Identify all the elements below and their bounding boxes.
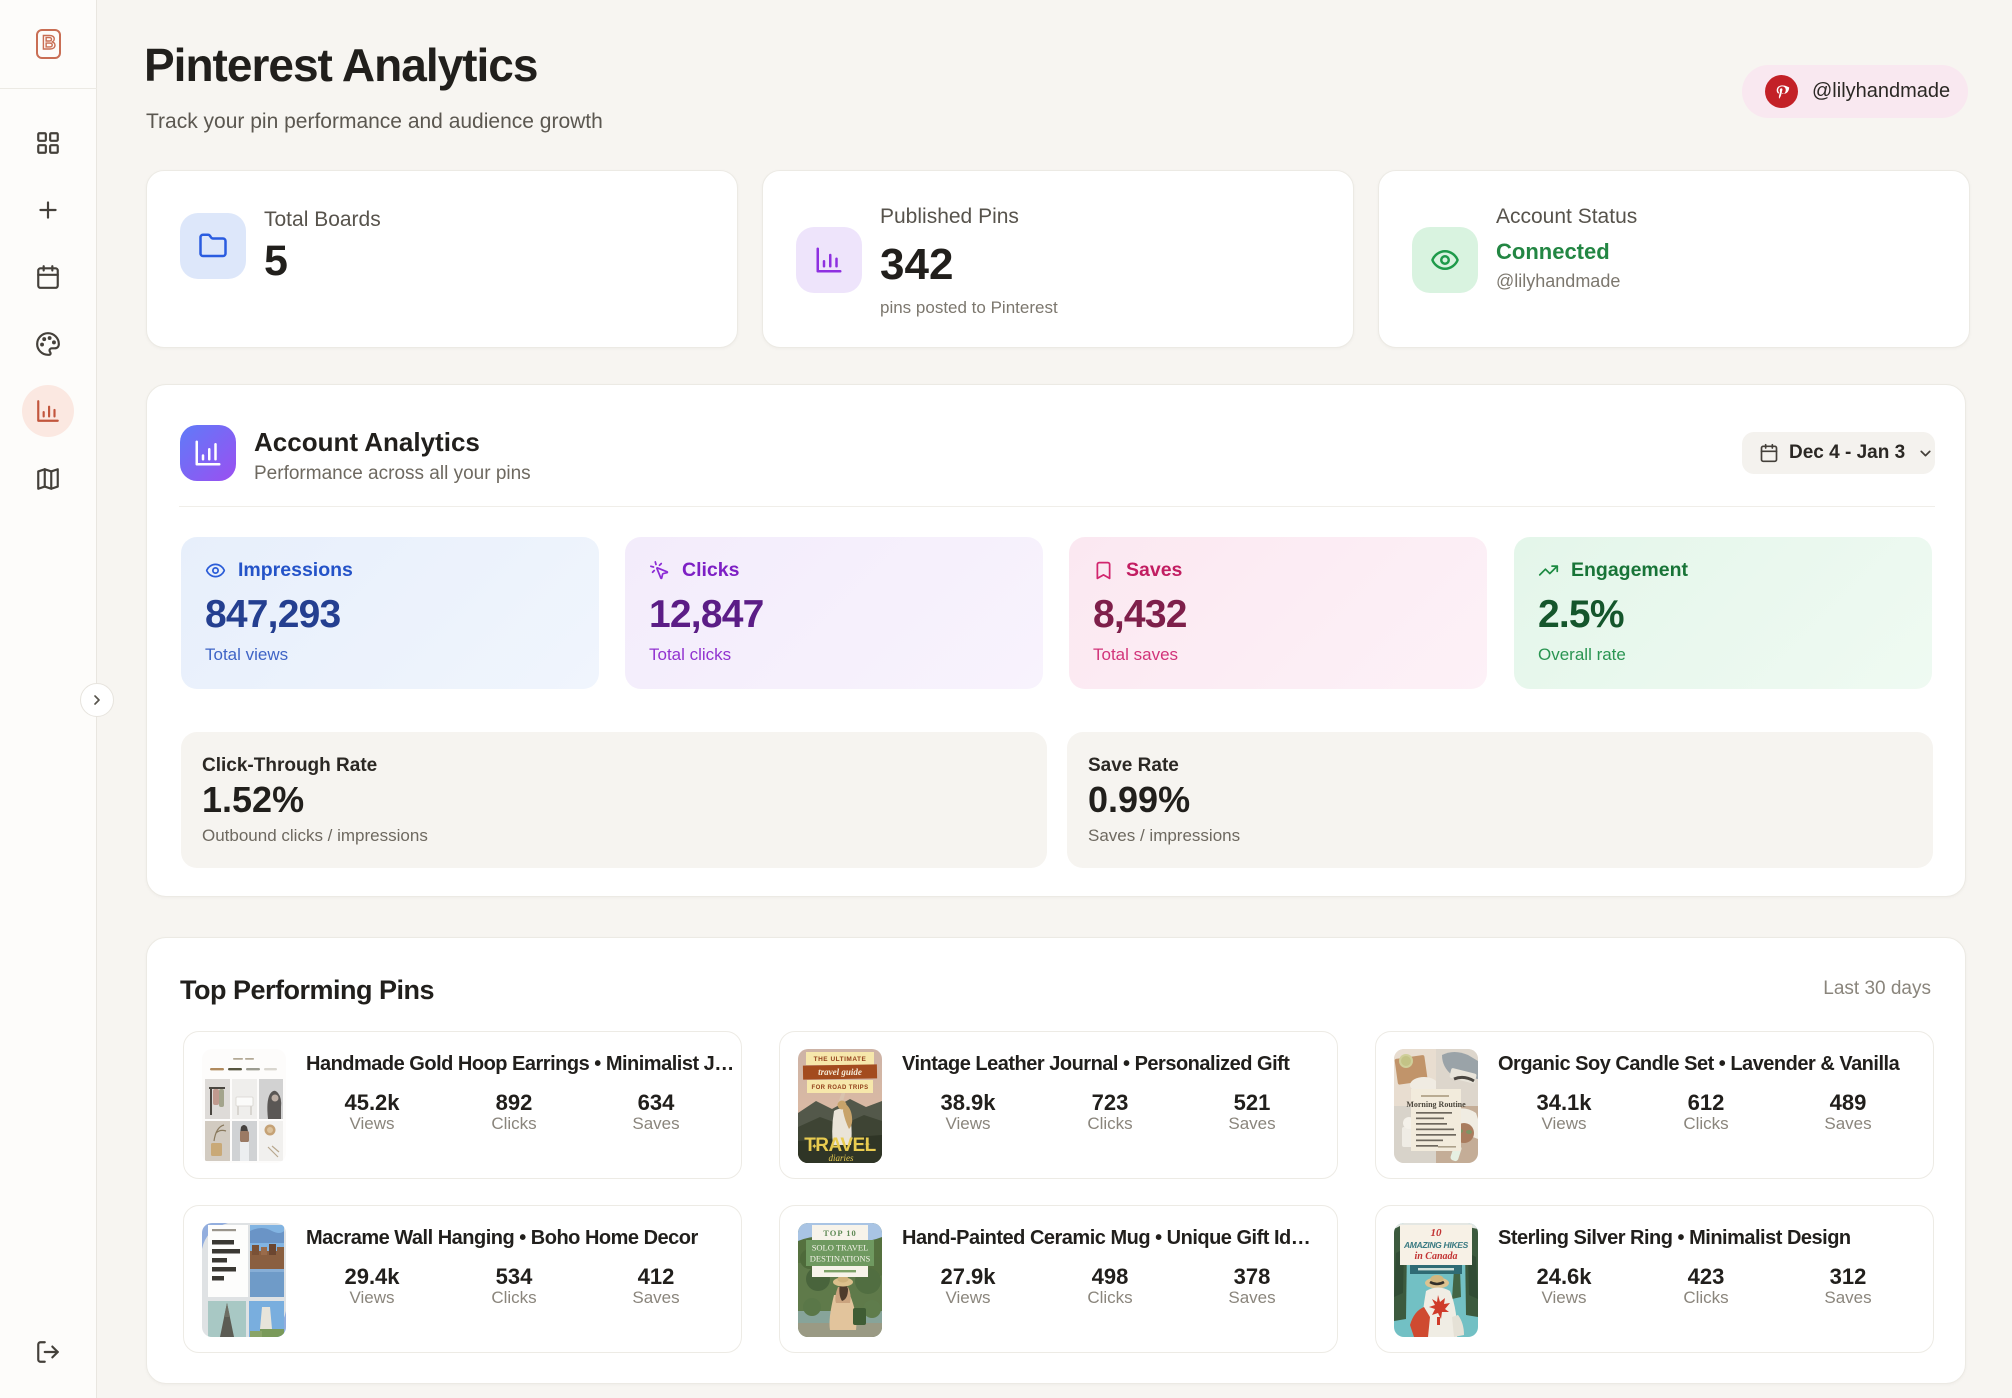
svg-text:TRAVEL: TRAVEL	[804, 1135, 876, 1156]
svg-text:✦: ✦	[864, 1140, 871, 1149]
svg-text:AMAZING HIKES: AMAZING HIKES	[1403, 1240, 1469, 1250]
svg-text:in Canada: in Canada	[1414, 1251, 1457, 1262]
svg-text:travel guide: travel guide	[818, 1067, 862, 1077]
svg-text:TOP 10: TOP 10	[823, 1228, 856, 1238]
svg-text:FOR ROAD TRIPS: FOR ROAD TRIPS	[812, 1085, 869, 1091]
svg-text:SOLO TRAVEL: SOLO TRAVEL	[812, 1243, 869, 1253]
svg-text:10: 10	[1431, 1227, 1443, 1239]
svg-text:diaries: diaries	[828, 1153, 853, 1163]
svg-text:THE ULTIMATE: THE ULTIMATE	[814, 1056, 867, 1063]
svg-text:DESTINATIONS: DESTINATIONS	[810, 1254, 871, 1264]
svg-text:✦: ✦	[811, 1142, 818, 1151]
svg-text:Morning Routine: Morning Routine	[1406, 1100, 1466, 1109]
